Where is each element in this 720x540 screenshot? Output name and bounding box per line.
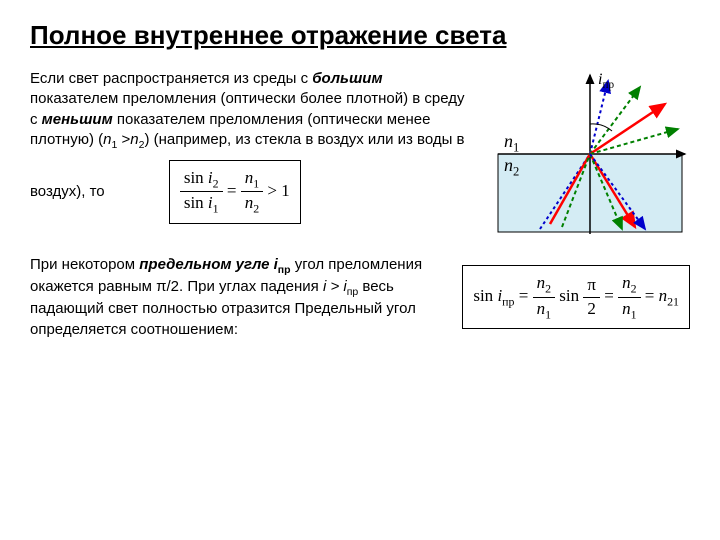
p2-t7: пр [347, 286, 359, 298]
f2-frac1: n2 n1 [533, 272, 555, 322]
f1-num2: n [245, 168, 254, 187]
f2-pr: пр [502, 295, 514, 309]
label-n2: n2 [504, 155, 519, 180]
p1-t4: меньшим [42, 111, 113, 128]
diagram-svg [490, 69, 690, 239]
f1-num1c: 2 [213, 176, 219, 190]
f1-right-frac: n1 n2 [241, 167, 263, 217]
row-1: Если свет распространяется из среды с бо… [30, 69, 690, 239]
f1-eq: = [227, 181, 241, 200]
f2-n1: n [537, 273, 546, 292]
p2-t4: пр [278, 264, 291, 276]
paragraph-2: При некотором предельном угле iпр угол п… [30, 255, 442, 340]
f2-n1s: 2 [545, 282, 551, 296]
f2-d2s: 1 [631, 307, 637, 321]
f2-fracpi: π 2 [583, 274, 600, 321]
p1-gt: > [117, 131, 130, 148]
p1-t2: большим [312, 70, 382, 87]
f2-frac2: n2 n1 [618, 272, 640, 322]
tir-diagram: iпр n1 n2 [490, 69, 690, 239]
f2-eq2: = [604, 286, 618, 305]
f2-n2s: 2 [631, 282, 637, 296]
formula-2: sin iпр = n2 n1 sin π 2 = n2 n1 = n21 [462, 265, 690, 329]
p2-t2: предельном угле [139, 256, 273, 273]
paragraph-2-row: При некотором предельном угле iпр угол п… [30, 255, 690, 340]
p1-t1: Если свет распространяется из среды с [30, 70, 312, 87]
f1-den1: sin [184, 193, 208, 212]
p1-n2: n [130, 131, 138, 148]
f2-sin: sin [473, 286, 497, 305]
f1-num1: sin [184, 168, 208, 187]
f2-2: 2 [583, 298, 600, 321]
page-title: Полное внутреннее отражение света [30, 20, 690, 51]
f2-mid: sin [559, 286, 583, 305]
p2-t1: При некотором [30, 256, 139, 273]
f2-d1s: 1 [545, 307, 551, 321]
formula-1: sin i2 sin i1 = n1 n2 > 1 [169, 160, 301, 224]
f2-d2: n [622, 299, 631, 318]
f1-num2b: 1 [253, 176, 259, 190]
f1-den2b: 2 [253, 202, 259, 216]
p2-t6: i > i [323, 278, 347, 295]
f1-tail: > 1 [267, 181, 289, 200]
f1-den1c: 1 [213, 202, 219, 216]
f2-pi: π [583, 274, 600, 298]
f2-n2: n [622, 273, 631, 292]
f2-eq1: = [514, 286, 532, 305]
f1-den2: n [245, 193, 254, 212]
f2-eq3: = [645, 286, 659, 305]
label-n1: n1 [504, 131, 519, 156]
paragraph-1: Если свет распространяется из среды с бо… [30, 69, 475, 224]
label-ipr: iпр [598, 71, 614, 91]
f2-n21: n [659, 286, 668, 305]
f2-n21s: 21 [667, 295, 679, 309]
f2-d1: n [537, 299, 546, 318]
f1-left-frac: sin i2 sin i1 [180, 167, 223, 217]
